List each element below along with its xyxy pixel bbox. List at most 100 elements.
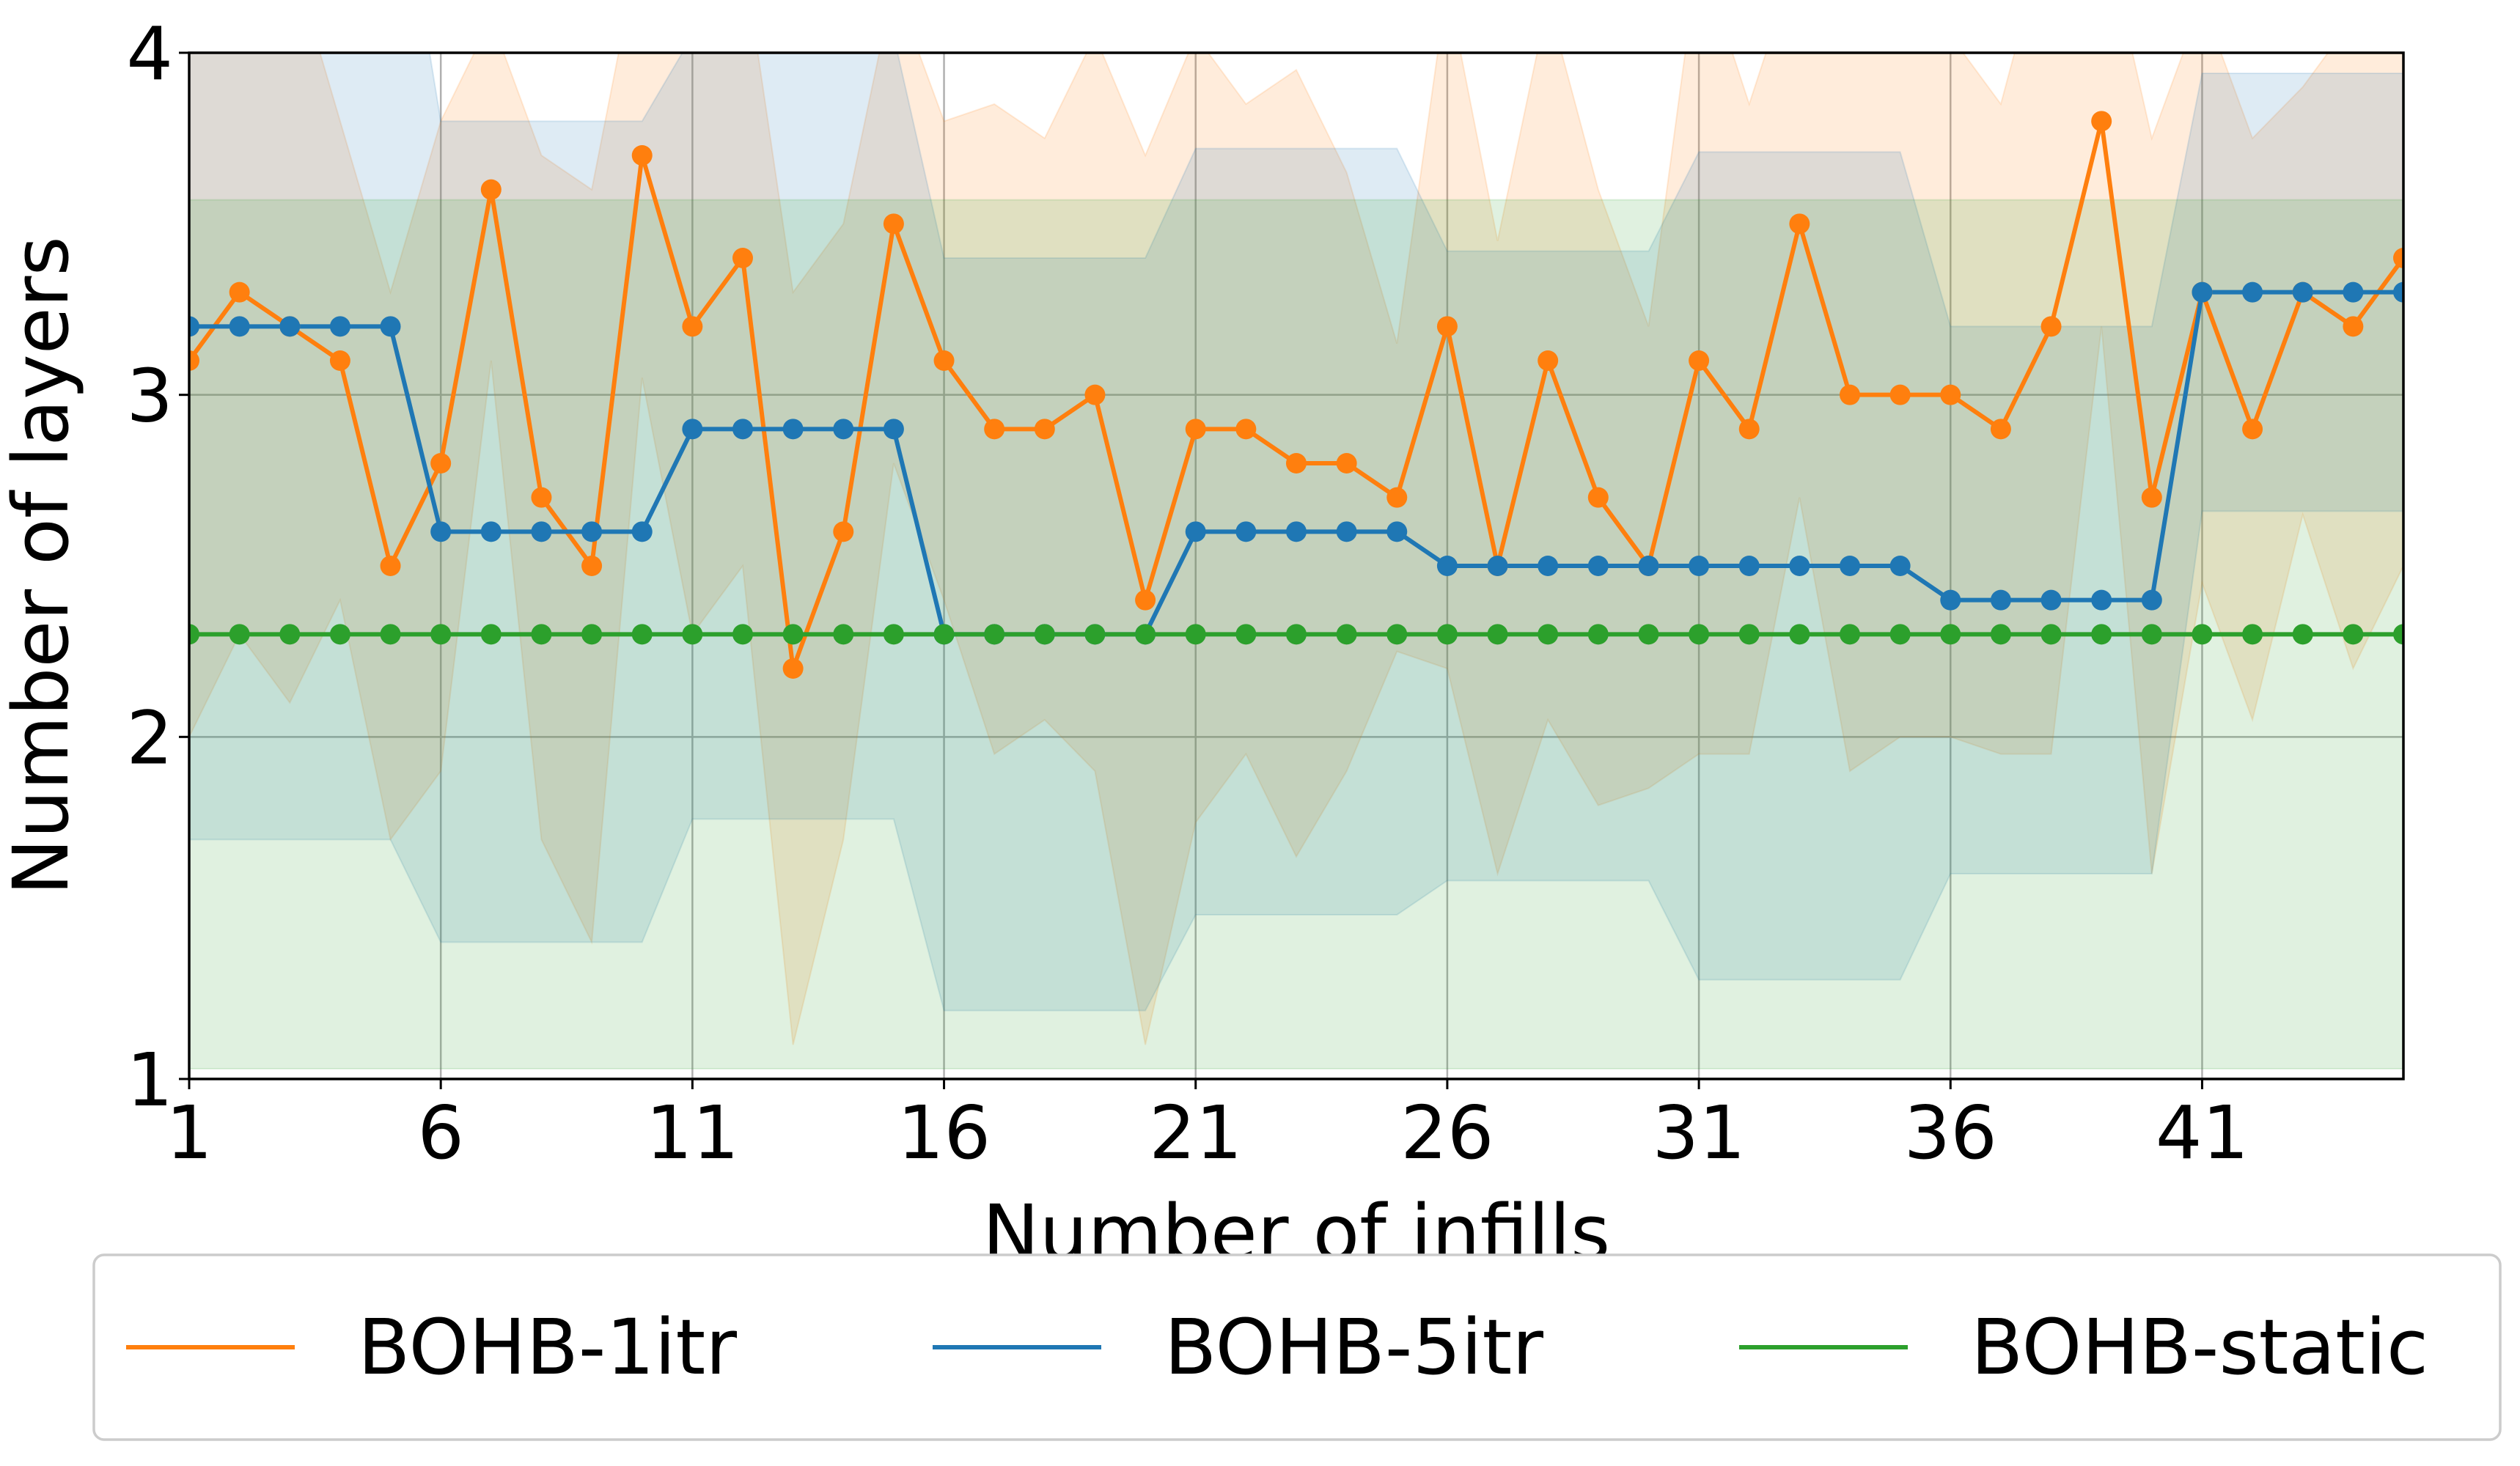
point-bohb-static: [1940, 624, 1961, 645]
point-bohb-1itr: [682, 316, 703, 337]
point-bohb-1itr: [1587, 487, 1609, 508]
point-bohb-5itr: [2040, 589, 2062, 611]
point-bohb-5itr: [1235, 521, 1257, 542]
point-bohb-5itr: [782, 419, 804, 440]
point-bohb-1itr: [1689, 350, 1710, 371]
point-bohb-static: [1336, 624, 1357, 645]
point-bohb-5itr: [279, 316, 301, 337]
point-bohb-1itr: [430, 453, 452, 474]
point-bohb-static: [782, 624, 804, 645]
point-bohb-5itr: [531, 521, 552, 542]
point-bohb-static: [1990, 624, 2011, 645]
point-bohb-static: [480, 624, 502, 645]
point-bohb-5itr: [682, 419, 703, 440]
y-tick-label: 3: [126, 353, 173, 439]
point-bohb-1itr: [1135, 589, 1156, 611]
point-bohb-1itr: [1889, 384, 1911, 405]
point-bohb-static: [2091, 624, 2112, 645]
point-bohb-5itr: [1587, 556, 1609, 576]
point-bohb-1itr: [984, 419, 1005, 440]
point-bohb-1itr: [631, 145, 653, 166]
point-bohb-static: [1487, 624, 1508, 645]
y-axis-title: Number of layers: [0, 236, 86, 895]
point-bohb-1itr: [2141, 487, 2162, 508]
point-bohb-1itr: [2091, 111, 2112, 132]
x-tick-label: 16: [897, 1090, 991, 1176]
y-tick-label: 2: [126, 695, 173, 781]
legend-label-bohb-static: BOHB-static: [1971, 1303, 2428, 1392]
point-bohb-5itr: [1889, 556, 1911, 576]
point-bohb-static: [2292, 624, 2313, 645]
point-bohb-static: [1084, 624, 1106, 645]
point-bohb-static: [682, 624, 703, 645]
series-points: [189, 111, 2403, 679]
point-bohb-static: [1538, 624, 1559, 645]
x-tick-label: 11: [646, 1090, 739, 1176]
point-bohb-static: [2192, 624, 2213, 645]
point-bohb-1itr: [883, 213, 904, 235]
point-bohb-5itr: [1638, 556, 1659, 576]
point-bohb-1itr: [189, 350, 199, 371]
point-bohb-1itr: [581, 556, 603, 576]
point-bohb-5itr: [189, 316, 199, 337]
point-bohb-static: [380, 624, 401, 645]
point-bohb-5itr: [1990, 589, 2011, 611]
point-bohb-5itr: [1940, 589, 1961, 611]
point-bohb-1itr: [329, 350, 350, 371]
point-bohb-5itr: [1840, 556, 1860, 576]
point-bohb-1itr: [782, 658, 804, 679]
point-bohb-1itr: [1034, 419, 1055, 440]
point-bohb-static: [229, 624, 250, 645]
point-bohb-static: [1436, 624, 1458, 645]
point-bohb-1itr: [1386, 487, 1408, 508]
point-bohb-static: [1386, 624, 1408, 645]
point-bohb-5itr: [581, 521, 603, 542]
point-bohb-static: [279, 624, 301, 645]
point-bohb-5itr: [1185, 521, 1206, 542]
point-bohb-5itr: [430, 521, 452, 542]
point-bohb-static: [1235, 624, 1257, 645]
point-bohb-static: [581, 624, 603, 645]
point-bohb-static: [1587, 624, 1609, 645]
point-bohb-static: [2040, 624, 2062, 645]
point-bohb-static: [531, 624, 552, 645]
point-bohb-5itr: [1336, 521, 1357, 542]
point-bohb-static: [1738, 624, 1760, 645]
point-bohb-5itr: [1487, 556, 1508, 576]
point-bohb-5itr: [1286, 521, 1307, 542]
point-bohb-1itr: [732, 248, 753, 268]
point-bohb-5itr: [883, 419, 904, 440]
point-bohb-static: [1840, 624, 1860, 645]
point-bohb-1itr: [380, 556, 401, 576]
point-bohb-1itr: [1286, 453, 1307, 474]
x-tick-label: 6: [417, 1090, 464, 1176]
point-bohb-1itr: [1235, 419, 1257, 440]
point-bohb-5itr: [732, 419, 753, 440]
point-bohb-static: [933, 624, 955, 645]
point-bohb-1itr: [2343, 316, 2364, 337]
point-bohb-1itr: [1940, 384, 1961, 405]
point-bohb-static: [329, 624, 350, 645]
point-bohb-static: [2242, 624, 2263, 645]
point-bohb-5itr: [1789, 556, 1810, 576]
point-bohb-static: [1185, 624, 1206, 645]
point-bohb-1itr: [1436, 316, 1458, 337]
point-bohb-static: [1789, 624, 1810, 645]
point-bohb-1itr: [933, 350, 955, 371]
point-bohb-5itr: [2091, 589, 2112, 611]
point-bohb-1itr: [2393, 248, 2403, 268]
point-bohb-5itr: [2192, 281, 2213, 303]
x-tick-label: 1: [166, 1090, 213, 1176]
point-bohb-5itr: [480, 521, 502, 542]
point-bohb-static: [1286, 624, 1307, 645]
point-bohb-5itr: [2292, 281, 2313, 303]
point-bohb-1itr: [1840, 384, 1860, 405]
point-bohb-1itr: [480, 179, 502, 200]
point-bohb-static: [984, 624, 1005, 645]
point-bohb-5itr: [631, 521, 653, 542]
point-bohb-1itr: [2242, 419, 2263, 440]
point-bohb-1itr: [229, 281, 250, 303]
point-bohb-5itr: [2141, 589, 2162, 611]
